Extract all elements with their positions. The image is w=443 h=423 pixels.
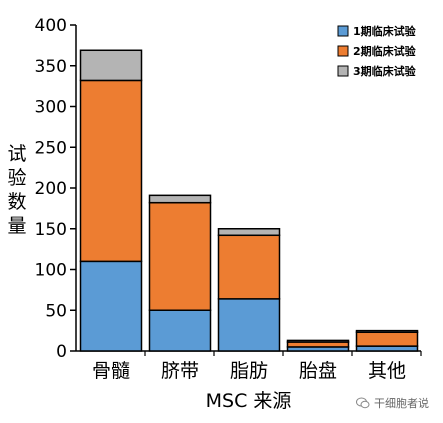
y-tick-label: 150 [35, 220, 67, 240]
watermark: 干细胞者说 [356, 395, 429, 411]
bar-segment [148, 201, 212, 311]
x-tick-label: 其他 [368, 360, 406, 382]
y-tick-label: 50 [45, 301, 67, 321]
x-tick-label: 脂肪 [230, 360, 268, 382]
wechat-icon [356, 397, 370, 409]
y-axis-title-char: 量 [7, 215, 26, 237]
bar-segment [148, 309, 212, 352]
y-tick-label: 350 [35, 57, 67, 77]
legend-swatch [337, 45, 349, 57]
bar-segment [79, 79, 143, 263]
legend-label: 3期临床试验 [353, 64, 417, 78]
y-tick-label: 200 [35, 179, 67, 199]
legend-swatch [337, 65, 349, 77]
bar-segment [148, 194, 212, 204]
bar-segment [217, 298, 281, 352]
bar-segment [355, 331, 419, 347]
bar-segment [217, 234, 281, 300]
bar-segment [286, 339, 350, 343]
bar-segment [217, 228, 281, 237]
y-tick-label: 300 [35, 98, 67, 118]
y-tick-label: 0 [56, 342, 67, 362]
y-tick-label: 400 [35, 16, 67, 36]
bar-segment [355, 329, 419, 334]
bar-segment [79, 49, 143, 82]
y-axis-title-char: 试 [7, 143, 26, 165]
watermark-text: 干细胞者说 [374, 397, 429, 410]
y-tick-label: 250 [35, 138, 67, 158]
x-tick-label: 胎盘 [299, 360, 337, 382]
x-tick-label: 骨髓 [92, 360, 130, 382]
legend-swatch [337, 25, 349, 37]
legend-label: 1期临床试验 [353, 24, 417, 38]
x-axis-title: MSC 来源 [206, 390, 292, 412]
x-tick-label: 脐带 [161, 360, 199, 382]
bar-segment [79, 260, 143, 352]
legend-label: 2期临床试验 [353, 44, 417, 58]
y-axis-title-char: 验 [7, 167, 26, 189]
y-axis-title-char: 数 [7, 191, 26, 213]
y-tick-label: 100 [35, 261, 67, 281]
